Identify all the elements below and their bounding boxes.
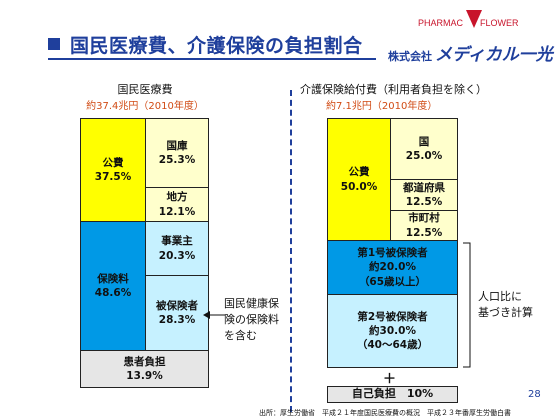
left-national-cell: 国庫 25.3% xyxy=(145,118,209,188)
right-municipality-label: 市町村 xyxy=(408,212,440,225)
left-local-pct: 12.1% xyxy=(158,205,196,218)
right-national-label: 国 xyxy=(418,135,430,148)
right-first-insured-age: （65歳以上） xyxy=(358,275,427,288)
left-note-arrow-icon xyxy=(203,311,225,319)
left-insurance-pct: 48.6% xyxy=(94,287,132,299)
right-public-cell: 公費 50.0% xyxy=(327,118,391,241)
left-public-pct: 37.5% xyxy=(94,171,132,183)
right-header: 介護保険給付費（利用者負担を除く） xyxy=(300,83,487,96)
company-prefix: 株式会社 xyxy=(388,51,432,63)
left-note-line: を含む xyxy=(224,328,257,342)
right-municipality-pct: 12.5% xyxy=(405,226,443,239)
left-national-pct: 25.3% xyxy=(158,154,196,166)
left-header: 国民医療費 xyxy=(117,83,173,96)
left-note: 国民健康保 険の保険料 を含む xyxy=(224,296,279,344)
left-national-label: 国庫 xyxy=(166,139,188,152)
right-prefecture-pct: 12.5% xyxy=(405,196,443,208)
right-second-insured-cell: 第2号被保険者 約30.0% （40～64歳） xyxy=(327,294,458,368)
left-insured-cell: 被保険者 28.3% xyxy=(145,275,209,351)
section-divider xyxy=(290,90,292,412)
left-local-cell: 地方 12.1% xyxy=(145,187,209,222)
left-employer-pct: 20.3% xyxy=(158,249,196,262)
plus-sign: ＋ xyxy=(383,372,397,387)
logo-brand-left: PHARMAC xyxy=(418,18,464,28)
logo-triangle-icon xyxy=(466,10,482,28)
right-second-insured-label: 第2号被保険者 xyxy=(357,310,428,323)
left-note-line: 国民健康保 xyxy=(224,297,279,310)
right-self-pay-cell: 自己負担 10% xyxy=(327,386,458,403)
left-public-cell: 公費 37.5% xyxy=(80,118,146,222)
left-insurance-label: 保険料 xyxy=(97,272,129,285)
title-underline xyxy=(48,58,376,60)
right-note-line: 人口比に xyxy=(478,290,522,303)
left-patient-label: 患者負担 xyxy=(123,355,166,368)
left-subheader: 約37.4兆円（2010年度） xyxy=(86,101,204,112)
left-employer-label: 事業主 xyxy=(161,235,193,248)
right-prefecture-label: 都道府県 xyxy=(403,181,445,194)
left-patient-cell: 患者負担 13.9% xyxy=(80,350,209,388)
right-note: 人口比に 基づき計算 xyxy=(478,289,533,321)
right-subheader: 約7.1兆円（2010年度） xyxy=(326,101,438,112)
right-national-cell: 国 25.0% xyxy=(390,118,458,180)
right-public-label: 公費 xyxy=(348,166,370,179)
right-municipality-cell: 市町村 12.5% xyxy=(390,210,458,241)
left-patient-pct: 13.9% xyxy=(126,370,163,382)
right-national-pct: 25.0% xyxy=(405,150,443,162)
page-title: 国民医療費、介護保険の負担割合 xyxy=(70,35,363,57)
page-number: 28 xyxy=(528,389,541,400)
right-self-pay-label: 自己負担 10% xyxy=(351,387,434,401)
left-local-label: 地方 xyxy=(166,191,188,204)
right-public-pct: 50.0% xyxy=(340,180,378,193)
right-first-insured-label: 第1号被保険者 xyxy=(357,247,428,260)
left-employer-cell: 事業主 20.3% xyxy=(145,221,209,276)
title-bullet xyxy=(48,38,60,50)
logo-brand-right: FLOWER xyxy=(480,18,519,28)
right-prefecture-cell: 都道府県 12.5% xyxy=(390,179,458,211)
right-second-insured-age: （40～64歳） xyxy=(356,339,429,352)
right-second-insured-pct: 約30.0% xyxy=(369,324,416,337)
right-note-line: 基づき計算 xyxy=(478,305,533,319)
right-bracket-icon xyxy=(463,242,471,368)
company-name: メディカル一光 xyxy=(435,45,553,64)
left-insured-label: 被保険者 xyxy=(156,299,198,312)
right-first-insured-cell: 第1号被保険者 約20.0% （65歳以上） xyxy=(327,240,458,295)
left-note-line: 険の保険料 xyxy=(224,312,279,326)
company-logo: 株式会社 メディカル一光 xyxy=(388,40,553,65)
left-public-label: 公費 xyxy=(102,156,124,169)
source-note: 出所：厚生労働省 平成２１年度国民医療費の概況 平成２３年番厚生労働白書 xyxy=(259,409,511,417)
right-first-insured-pct: 約20.0% xyxy=(369,261,416,274)
left-insurance-cell: 保険料 48.6% xyxy=(80,221,146,351)
left-insured-pct: 28.3% xyxy=(158,314,196,326)
